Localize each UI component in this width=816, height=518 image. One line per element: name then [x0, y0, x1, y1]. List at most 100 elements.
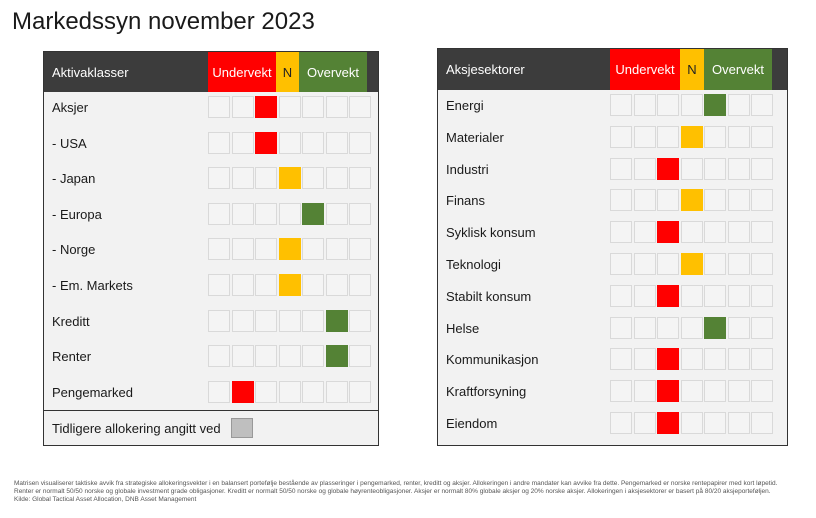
allocation-cell [325, 380, 348, 403]
allocation-cell [727, 189, 750, 212]
allocation-cell [633, 221, 656, 244]
allocation-row: Stabilt konsum [438, 282, 787, 312]
allocation-cell [231, 309, 254, 332]
underweight-header: Undervekt [610, 49, 680, 90]
allocation-cell [302, 345, 324, 368]
allocation-row: Materialer [438, 123, 787, 153]
allocation-cell [680, 380, 703, 403]
footnote-line-1: Matrisen visualiserer taktiske avvik fra… [14, 480, 778, 487]
allocation-cell [231, 274, 254, 296]
allocation-cell [727, 284, 750, 307]
row-label: Kraftforsyning [446, 384, 527, 400]
allocation-cell [751, 157, 773, 180]
allocation-cell [208, 167, 230, 190]
allocation-cell [302, 380, 324, 403]
row-label: Finans [446, 193, 486, 209]
allocation-cell [255, 202, 277, 225]
equity-sector-panel: Aksjesektorer Undervekt N Overvekt Energ… [437, 48, 788, 446]
allocation-row: Finans [438, 186, 787, 216]
allocation-row: Kreditt [44, 307, 378, 337]
row-label: Kommunikasjon [446, 352, 539, 368]
allocation-cell [255, 274, 277, 296]
allocation-cell [657, 253, 679, 275]
allocation-cell [325, 238, 348, 261]
allocation-cell [633, 284, 656, 307]
allocation-cell [208, 238, 230, 261]
allocation-scale [208, 238, 373, 261]
current-allocation-marker [325, 309, 348, 332]
allocation-cell [751, 348, 773, 371]
current-allocation-marker [680, 189, 703, 212]
allocation-cell [633, 348, 656, 371]
allocation-cell [751, 94, 773, 116]
allocation-cell [302, 238, 324, 261]
allocation-cell [751, 284, 773, 307]
asset-class-header-label: Aktivaklasser [52, 65, 129, 80]
footnote-line-2: Renter er normalt 50/50 norske og global… [14, 488, 771, 495]
allocation-cell [278, 380, 301, 403]
allocation-cell [633, 316, 656, 339]
asset-class-panel: Aktivaklasser Undervekt N Overvekt Aksje… [43, 51, 379, 446]
current-allocation-marker [657, 157, 679, 180]
allocation-cell [255, 238, 277, 261]
row-label: - Europa [52, 206, 102, 222]
row-label: - Japan [52, 171, 96, 187]
allocation-row: Industri [438, 155, 787, 185]
current-allocation-marker [657, 412, 679, 434]
row-label: Stabilt konsum [446, 288, 532, 304]
allocation-cell [349, 238, 371, 261]
footnote: Matrisen visualiserer taktiske avvik fra… [14, 480, 804, 504]
allocation-cell [751, 189, 773, 212]
allocation-cell [610, 412, 632, 434]
allocation-cell [208, 274, 230, 296]
row-label: Materialer [446, 129, 504, 145]
allocation-row: Pengemarked [44, 378, 378, 408]
allocation-cell [255, 380, 277, 403]
allocation-cell [325, 131, 348, 154]
allocation-cell [633, 253, 656, 275]
allocation-cell [680, 221, 703, 244]
allocation-cell [302, 274, 324, 296]
allocation-cell [751, 125, 773, 148]
allocation-cell [255, 345, 277, 368]
footnote-line-3: Kilde: Global Tactical Asset Allocation,… [14, 496, 197, 503]
allocation-cell [349, 96, 371, 118]
row-label: Industri [446, 161, 489, 177]
allocation-cell [325, 202, 348, 225]
row-label: Eiendom [446, 416, 498, 431]
row-label: Kreditt [52, 313, 90, 329]
allocation-cell [751, 412, 773, 434]
current-allocation-marker [278, 238, 301, 261]
legend-row: Tidligere allokering angitt ved [44, 410, 378, 447]
allocation-cell [704, 348, 726, 371]
allocation-cell [680, 157, 703, 180]
row-label: Teknologi [446, 257, 501, 272]
allocation-cell [704, 189, 726, 212]
current-allocation-marker [680, 125, 703, 148]
current-allocation-marker [278, 274, 301, 296]
allocation-cell [278, 202, 301, 225]
allocation-cell [610, 253, 632, 275]
allocation-scale [208, 345, 373, 368]
allocation-row: - Em. Markets [44, 271, 378, 301]
allocation-cell [633, 94, 656, 116]
allocation-cell [657, 125, 679, 148]
allocation-scale [208, 309, 373, 332]
allocation-cell [349, 380, 371, 403]
allocation-scale [610, 348, 775, 371]
allocation-row: Eiendom [438, 409, 787, 439]
current-allocation-marker [704, 316, 726, 339]
allocation-cell [633, 412, 656, 434]
neutral-header: N [276, 52, 299, 92]
underweight-header: Undervekt [208, 52, 276, 92]
allocation-cell [349, 274, 371, 296]
allocation-row: - Japan [44, 164, 378, 194]
allocation-cell [231, 167, 254, 190]
row-label: Pengemarked [52, 384, 133, 400]
allocation-cell [302, 131, 324, 154]
allocation-scale [610, 94, 775, 116]
current-allocation-marker [255, 131, 277, 154]
allocation-scale [208, 202, 373, 225]
allocation-cell [302, 309, 324, 332]
allocation-cell [610, 316, 632, 339]
